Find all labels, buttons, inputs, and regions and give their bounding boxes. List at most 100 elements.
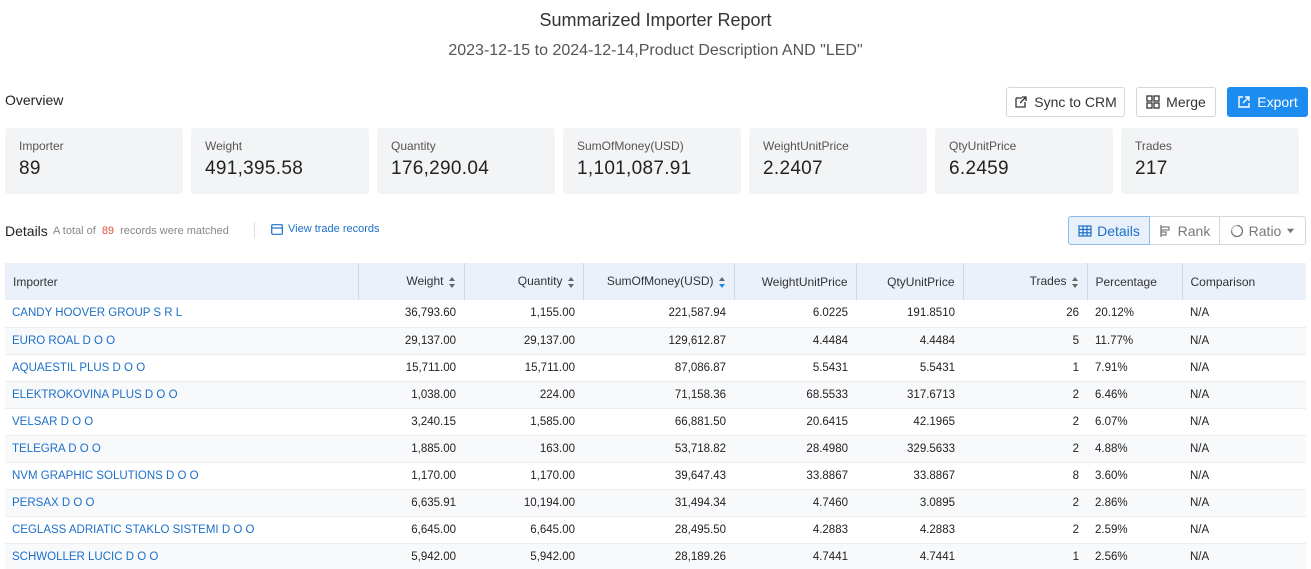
match-summary: A total of 89 records were matched	[53, 225, 229, 237]
weight-cell: 29,137.00	[358, 327, 464, 355]
column-header-trades[interactable]: Trades	[963, 263, 1088, 300]
weight-unit-price-cell: 4.7460	[734, 489, 856, 517]
sum-of-money-cell: 129,612.87	[583, 327, 734, 355]
weight-cell: 1,038.00	[358, 381, 464, 409]
caret-down-icon	[1287, 228, 1295, 234]
importer-name-link[interactable]: EURO ROAL D O O	[5, 327, 358, 355]
stat-label: Importer	[19, 139, 64, 153]
importer-name-link[interactable]: CANDY HOOVER GROUP S R L	[5, 300, 358, 328]
percentage-cell: 4.88%	[1087, 435, 1182, 463]
importer-name-link[interactable]: SCHWOLLER LUCIC D O O	[5, 543, 358, 569]
importer-name-link[interactable]: ELEKTROKOVINA PLUS D O O	[5, 381, 358, 409]
tab-details[interactable]: Details	[1068, 216, 1150, 245]
stat-label: QtyUnitPrice	[949, 139, 1017, 153]
percentage-cell: 2.86%	[1087, 489, 1182, 517]
weight-unit-price-cell: 4.4484	[734, 327, 856, 355]
qty-unit-price-cell: 329.5633	[856, 435, 963, 463]
table-icon	[1078, 224, 1092, 237]
stat-card-trades: Trades 217	[1121, 128, 1299, 194]
sum-of-money-cell: 66,881.50	[583, 408, 734, 436]
importer-name-link[interactable]: NVM GRAPHIC SOLUTIONS D O O	[5, 462, 358, 490]
table-row: SCHWOLLER LUCIC D O O 5,942.00 5,942.00 28,…	[5, 543, 1306, 569]
quantity-cell: 6,645.00	[464, 516, 583, 544]
percentage-cell: 6.46%	[1087, 381, 1182, 409]
export-button[interactable]: Export	[1227, 87, 1308, 117]
stat-card-weight: Weight 491,395.58	[191, 128, 369, 194]
weight-unit-price-cell: 68.5533	[734, 381, 856, 409]
importer-name-link[interactable]: AQUAESTIL PLUS D O O	[5, 354, 358, 382]
sum-of-money-cell: 221,587.94	[583, 300, 734, 328]
column-header-quantity[interactable]: Quantity	[464, 263, 584, 300]
qty-unit-price-cell: 33.8867	[856, 462, 963, 490]
qty-unit-price-cell: 317.6713	[856, 381, 963, 409]
qty-unit-price-cell: 4.2883	[856, 516, 963, 544]
sort-icon[interactable]	[1071, 276, 1079, 289]
weight-cell: 6,635.91	[358, 489, 464, 517]
merge-icon	[1146, 95, 1160, 109]
weight-unit-price-cell: 5.5431	[734, 354, 856, 382]
comparison-cell: N/A	[1182, 516, 1306, 544]
table-row: CEGLASS ADRIATIC STAKLO SISTEMI D O O 6,6…	[5, 516, 1306, 544]
importer-name-link[interactable]: PERSAX D O O	[5, 489, 358, 517]
match-suffix: records were matched	[120, 225, 229, 237]
column-header-importer: Importer	[5, 263, 359, 300]
stat-card-qty-unit-price: QtyUnitPrice 6.2459	[935, 128, 1113, 194]
stat-label: WeightUnitPrice	[763, 139, 849, 153]
qty-unit-price-cell: 4.4484	[856, 327, 963, 355]
table-row: NVM GRAPHIC SOLUTIONS D O O 1,170.00 1,170…	[5, 462, 1306, 490]
quantity-cell: 10,194.00	[464, 489, 583, 517]
weight-unit-price-cell: 28.4980	[734, 435, 856, 463]
column-header-sum-of-money[interactable]: SumOfMoney(USD)	[583, 263, 735, 300]
percentage-cell: 20.12%	[1087, 300, 1182, 328]
comparison-cell: N/A	[1182, 408, 1306, 436]
trades-cell: 2	[963, 489, 1087, 517]
weight-cell: 5,942.00	[358, 543, 464, 569]
sum-of-money-cell: 28,495.50	[583, 516, 734, 544]
quantity-cell: 163.00	[464, 435, 583, 463]
column-header-qty-unit-price: QtyUnitPrice	[856, 263, 964, 300]
view-trade-records-label: View trade records	[288, 223, 380, 235]
stat-value: 89	[19, 158, 41, 179]
trades-cell: 2	[963, 408, 1087, 436]
tab-rank-label: Rank	[1177, 222, 1211, 239]
export-icon	[1238, 96, 1250, 108]
merge-button[interactable]: Merge	[1136, 87, 1216, 117]
trades-cell: 5	[963, 327, 1087, 355]
view-trade-records-link[interactable]: View trade records	[271, 223, 380, 235]
stat-card-importer: Importer 89	[5, 128, 183, 194]
importer-name-link[interactable]: TELEGRA D O O	[5, 435, 358, 463]
column-header-weight[interactable]: Weight	[358, 263, 465, 300]
importer-name-link[interactable]: VELSAR D O O	[5, 408, 358, 436]
table-row: AQUAESTIL PLUS D O O 15,711.00 15,711.00 87…	[5, 354, 1306, 382]
table-row: TELEGRA D O O 1,885.00 163.00 53,718.82 28.4…	[5, 435, 1306, 463]
trades-cell: 1	[963, 354, 1087, 382]
sort-desc-icon[interactable]	[718, 276, 726, 289]
sort-icon[interactable]	[448, 276, 456, 289]
rank-icon	[1160, 224, 1170, 237]
importer-name-link[interactable]: CEGLASS ADRIATIC STAKLO SISTEMI D O O	[5, 516, 358, 544]
sum-of-money-cell: 31,494.34	[583, 489, 734, 517]
trades-cell: 26	[963, 300, 1087, 328]
table-body: CANDY HOOVER GROUP S R L 36,793.60 1,155.0…	[5, 300, 1306, 569]
tab-ratio[interactable]: Ratio	[1219, 216, 1306, 245]
tab-rank[interactable]: Rank	[1149, 216, 1220, 245]
overview-cards: Importer 89 Weight 491,395.58 Quantity 1…	[5, 128, 1299, 194]
quantity-cell: 29,137.00	[464, 327, 583, 355]
percentage-cell: 7.91%	[1087, 354, 1182, 382]
sum-of-money-cell: 53,718.82	[583, 435, 734, 463]
stat-label: Trades	[1135, 139, 1172, 153]
weight-cell: 1,170.00	[358, 462, 464, 490]
column-header-weight-unit-price: WeightUnitPrice	[734, 263, 857, 300]
percentage-cell: 2.56%	[1087, 543, 1182, 569]
percentage-cell: 11.77%	[1087, 327, 1182, 355]
sort-icon[interactable]	[567, 276, 575, 289]
importer-table: Importer Weight Quantity SumOfMoney(USD)…	[5, 263, 1306, 569]
weight-unit-price-cell: 4.2883	[734, 516, 856, 544]
tab-ratio-label: Ratio	[1248, 222, 1282, 239]
comparison-cell: N/A	[1182, 327, 1306, 355]
percentage-cell: 2.59%	[1087, 516, 1182, 544]
quantity-cell: 5,942.00	[464, 543, 583, 569]
sync-to-crm-button[interactable]: Sync to CRM	[1006, 87, 1125, 117]
sync-to-crm-label: Sync to CRM	[1034, 94, 1117, 110]
details-heading: Details	[5, 223, 48, 239]
